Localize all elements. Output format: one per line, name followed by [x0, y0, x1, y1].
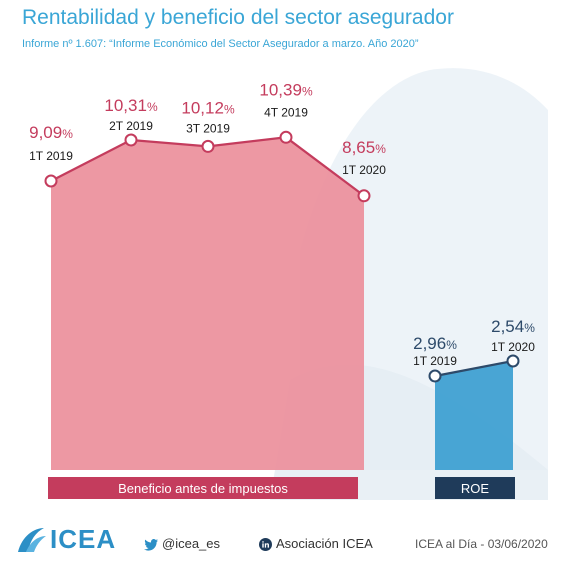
twitter-link[interactable]: @icea_es: [144, 536, 220, 551]
footer-credit: ICEA al Día - 03/06/2020: [415, 537, 548, 551]
chart-title: Rentabilidad y beneficio del sector aseg…: [22, 6, 454, 29]
value-number: 10,12: [181, 98, 224, 117]
data-point: [357, 189, 371, 203]
area-0: [51, 137, 364, 471]
value-unit: %: [524, 321, 535, 335]
linkedin-link[interactable]: Asociación ICEA: [259, 536, 373, 552]
value-label: 10,39%: [259, 80, 313, 99]
value-number: 2,54: [491, 317, 524, 336]
value-number: 8,65: [342, 138, 375, 157]
value-label: 10,31%: [104, 96, 158, 115]
area-1: [435, 361, 513, 470]
value-label: 2,54%: [491, 317, 535, 336]
twitter-bird-icon: [144, 538, 158, 551]
series-line-1: [434, 359, 514, 378]
category-label: 2T 2019: [109, 119, 153, 133]
value-number: 10,31: [104, 96, 147, 115]
value-label: 8,65%: [342, 138, 386, 157]
chart-subtitle: Informe nº 1.607: “Informe Económico del…: [22, 38, 419, 50]
icea-logo-text: ICEA: [50, 524, 117, 554]
series-label-box: [435, 477, 515, 499]
value-unit: %: [224, 102, 235, 116]
value-label: 2,96%: [413, 334, 457, 353]
category-label: 3T 2019: [186, 121, 230, 135]
series-label: ROE: [461, 481, 490, 496]
footer: ICEA @icea_es Asociación ICEA ICEA al Dí…: [0, 518, 567, 567]
series-label-box: [48, 477, 358, 499]
value-number: 10,39: [259, 80, 302, 99]
category-label: 1T 2019: [413, 354, 457, 368]
data-point: [428, 369, 442, 383]
linkedin-name: Asociación ICEA: [276, 536, 373, 551]
linkedin-icon: [259, 538, 272, 552]
data-point: [201, 139, 215, 153]
icea-logo-icon: [18, 528, 46, 552]
category-label: 1T 2020: [342, 163, 386, 177]
category-label: 1T 2019: [29, 149, 73, 163]
data-point: [124, 133, 138, 147]
data-point: [44, 174, 58, 188]
series-label: Beneficio antes de impuestos: [118, 481, 288, 496]
value-unit: %: [375, 142, 386, 156]
data-point: [506, 354, 520, 368]
value-number: 9,09: [29, 123, 62, 142]
value-label: 9,09%: [29, 123, 73, 142]
category-label: 4T 2019: [264, 105, 308, 119]
category-label: 1T 2020: [491, 340, 535, 354]
data-point: [279, 130, 293, 144]
value-label: 10,12%: [181, 98, 235, 117]
value-unit: %: [446, 338, 457, 352]
value-number: 2,96: [413, 334, 446, 353]
value-unit: %: [302, 84, 313, 98]
value-unit: %: [147, 100, 158, 114]
twitter-handle: @icea_es: [162, 536, 221, 551]
value-unit: %: [62, 127, 73, 141]
chart-area: 9,09% 1T 2019 10,31% 2T 2019 10,12% 3T 2019 10…: [29, 68, 548, 500]
